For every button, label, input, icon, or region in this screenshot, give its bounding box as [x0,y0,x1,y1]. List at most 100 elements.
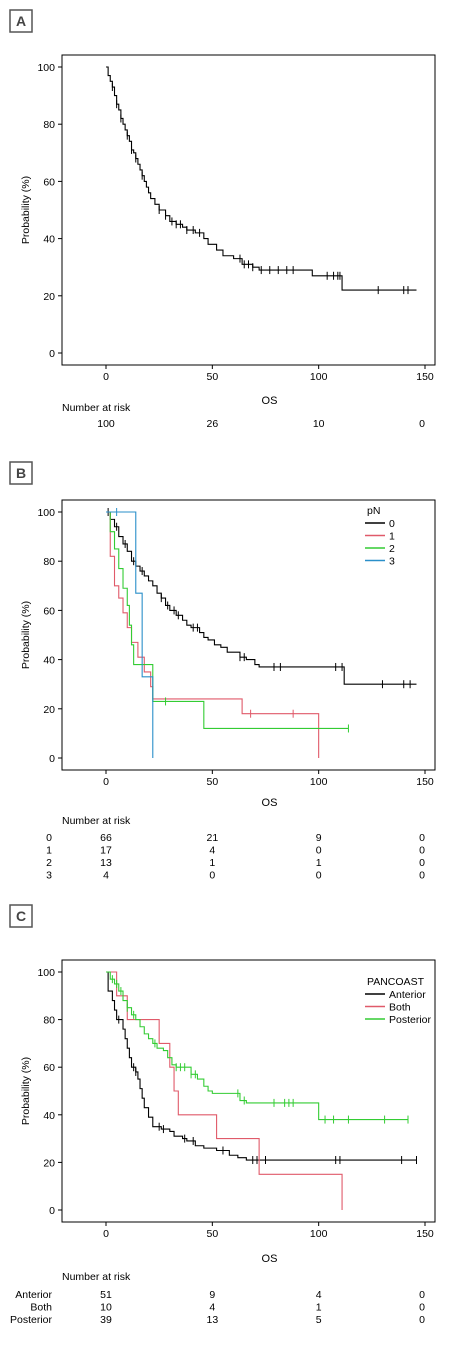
survival-curve [106,66,417,291]
km-series-3 [106,508,154,758]
risk-cell: 10 [313,418,325,430]
survival-curve [106,971,417,1161]
y-tick-label: 100 [37,507,55,519]
risk-cell: 1 [316,1302,322,1314]
y-axis-label: Probability (%) [20,601,32,669]
risk-cell: 9 [316,832,322,844]
x-tick-label: 50 [206,371,218,383]
y-tick-label: 20 [43,1157,55,1169]
survival-curve [106,511,349,730]
risk-table-title: Number at risk [62,402,131,414]
risk-cell: 13 [100,857,112,869]
x-tick-label: 150 [416,1228,434,1240]
risk-cell: 0 [419,857,425,869]
y-tick-label: 20 [43,291,55,303]
x-tick-label: 0 [103,776,109,788]
risk-cell: 0 [419,845,425,857]
panel-label: B [16,465,26,481]
legend-entry: Posterior [389,1014,432,1026]
panel-label-box [9,904,33,928]
survival-curve [106,971,343,1210]
risk-table-title: Number at risk [62,815,131,827]
km-series-anterior [106,971,417,1165]
x-axis-label: OS [262,797,278,809]
panel-label-box [9,461,33,485]
km-series-overall [106,66,417,295]
survival-curve [106,511,154,758]
risk-cell: 4 [103,870,109,882]
risk-cell: 1 [316,857,322,869]
x-tick-label: 100 [310,776,328,788]
y-axis-label: Probability (%) [20,1057,32,1125]
risk-cell: 0 [209,870,215,882]
legend-entry: 2 [389,543,395,555]
legend-title: pN [367,505,380,517]
y-tick-label: 20 [43,704,55,716]
risk-cell: 1 [209,857,215,869]
y-tick-label: 0 [49,348,55,360]
legend-title: PANCOAST [367,976,425,988]
risk-cell: 26 [206,418,218,430]
risk-row-label: Anterior [15,1289,52,1301]
x-tick-label: 100 [310,1228,328,1240]
risk-row-label: 1 [46,845,52,857]
plot-frame [61,54,436,366]
risk-cell: 100 [97,418,115,430]
y-tick-label: 60 [43,1062,55,1074]
km-series-1 [106,511,320,758]
km-panel-a: A 0 20 40 60 80 100 0 50 100 150 OS Probability (%) N… [9,9,436,430]
km-series-0 [106,508,417,689]
km-series-both [106,971,343,1210]
y-tick-label: 0 [49,753,55,765]
risk-cell: 5 [316,1314,322,1326]
panel-label-box [9,9,33,33]
risk-cell: 51 [100,1289,112,1301]
x-tick-label: 150 [416,776,434,788]
x-axis-label: OS [262,1253,278,1265]
x-tick-label: 150 [416,371,434,383]
km-series-2 [106,511,349,733]
panel-label: A [16,13,26,29]
risk-row-label: Both [30,1302,52,1314]
risk-cell: 0 [419,1314,425,1326]
risk-cell: 0 [419,1302,425,1314]
y-tick-label: 80 [43,556,55,568]
y-tick-label: 60 [43,176,55,188]
y-tick-label: 100 [37,62,55,74]
risk-row-label: 0 [46,832,52,844]
risk-cell: 9 [209,1289,215,1301]
risk-row-label: Posterior [10,1314,53,1326]
x-tick-label: 100 [310,371,328,383]
survival-curve [106,511,320,758]
y-tick-label: 60 [43,605,55,617]
x-tick-label: 0 [103,371,109,383]
legend-entry: 1 [389,531,395,543]
y-tick-label: 40 [43,234,55,246]
risk-row-label: 2 [46,857,52,869]
risk-cell: 0 [419,832,425,844]
y-axis-label: Probability (%) [20,176,32,244]
y-tick-label: 80 [43,119,55,131]
legend-entry: 3 [389,556,395,568]
legend-entry: 0 [389,518,395,530]
risk-cell: 13 [206,1314,218,1326]
x-tick-label: 50 [206,1228,218,1240]
survival-curve [106,511,417,685]
risk-cell: 10 [100,1302,112,1314]
risk-row-label: 3 [46,870,52,882]
x-axis-label: OS [262,395,278,407]
risk-cell: 4 [209,845,215,857]
panel-label: C [16,908,26,924]
risk-table-title: Number at risk [62,1271,131,1283]
y-tick-label: 100 [37,967,55,979]
survival-curve [106,971,408,1121]
plot-frame [61,499,436,771]
y-tick-label: 40 [43,655,55,667]
legend-entry: Both [389,1002,411,1014]
